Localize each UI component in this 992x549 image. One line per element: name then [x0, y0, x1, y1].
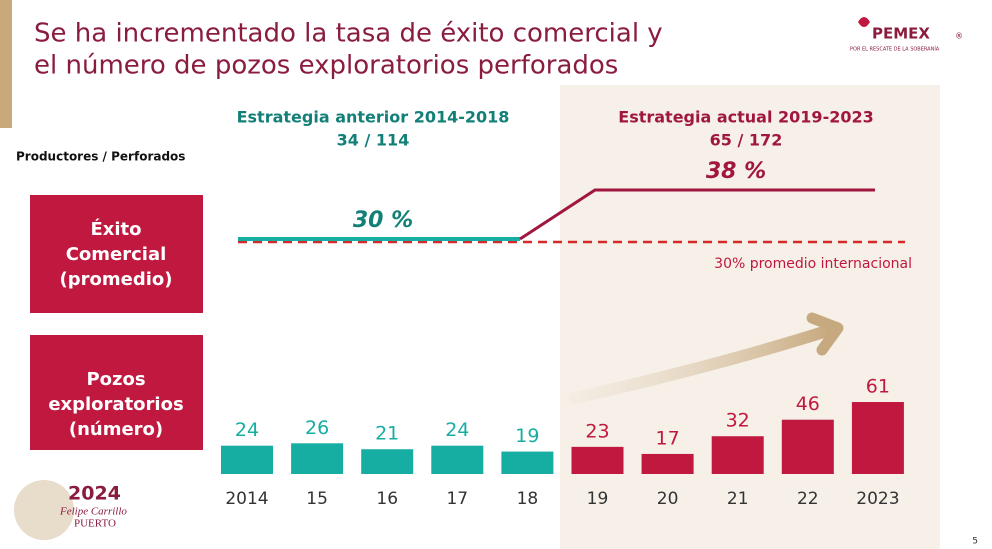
value-label: 19 [515, 425, 539, 447]
value-label: 24 [235, 419, 259, 441]
international-note: 30% promedio internacional [714, 256, 912, 272]
box-label: Pozos [86, 369, 145, 390]
current-period-background [560, 85, 940, 549]
box-label: Comercial [66, 244, 167, 265]
wells-box [30, 335, 203, 450]
rate-label: 30 % [353, 208, 413, 233]
x-tick-label: 20 [657, 489, 679, 509]
title: el número de pozos exploratorios perfora… [34, 51, 618, 81]
x-tick-label: 2023 [856, 489, 899, 509]
ratio-caption: Productores / Perforados [16, 150, 185, 164]
footer-name: Felipe Carrillo [59, 506, 127, 518]
bar [711, 436, 764, 474]
box-label: (número) [69, 419, 163, 440]
value-label: 23 [585, 420, 609, 442]
strategy-heading: Estrategia anterior 2014-2018 [237, 108, 510, 127]
trend-arrow [569, 324, 836, 404]
footer-year: 2024 [68, 483, 121, 505]
accent-strip [0, 0, 12, 128]
title: Se ha incrementado la tasa de éxito come… [34, 19, 663, 49]
box-label: (promedio) [60, 269, 173, 290]
bar [641, 453, 694, 474]
footer-emblem [14, 480, 74, 540]
logo-mark: ® [955, 32, 963, 41]
bar [361, 449, 414, 474]
x-tick-label: 16 [376, 489, 398, 509]
x-tick-label: 17 [446, 489, 468, 509]
strategy-ratio: 34 / 114 [337, 131, 410, 150]
x-tick-label: 22 [797, 489, 819, 509]
value-label: 26 [305, 417, 329, 439]
x-tick-label: 21 [727, 489, 749, 509]
success-box [30, 195, 203, 313]
x-tick-label: 2014 [225, 489, 268, 509]
bar [851, 402, 904, 474]
bar [431, 445, 484, 474]
x-tick-label: 19 [587, 489, 609, 509]
footer-name: PUERTO [74, 518, 116, 530]
rate-label: 38 % [706, 159, 766, 184]
x-tick-label: 15 [306, 489, 328, 509]
value-label: 24 [445, 419, 469, 441]
value-label: 21 [375, 423, 399, 445]
bar [221, 445, 273, 474]
box-label: exploratorios [48, 394, 183, 415]
logo-icon [858, 17, 870, 27]
bar [291, 443, 344, 474]
strategy-heading: Estrategia actual 2019-2023 [618, 108, 873, 127]
current-rate-line [519, 188, 875, 241]
bar [571, 446, 624, 474]
box-label: Éxito [90, 218, 141, 240]
value-label: 46 [796, 393, 820, 415]
value-label: 17 [656, 427, 680, 449]
trend-arrowhead [806, 312, 844, 356]
logo: PEMEX [872, 25, 930, 43]
strategy-ratio: 65 / 172 [710, 131, 783, 150]
page-number: 5 [972, 537, 978, 547]
bar [781, 419, 834, 474]
logo-tagline: POR EL RESCATE DE LA SOBERANÍA [850, 46, 940, 53]
value-label: 32 [726, 410, 750, 432]
bar [501, 451, 554, 474]
x-tick-label: 18 [517, 489, 539, 509]
value-label: 61 [866, 376, 890, 398]
